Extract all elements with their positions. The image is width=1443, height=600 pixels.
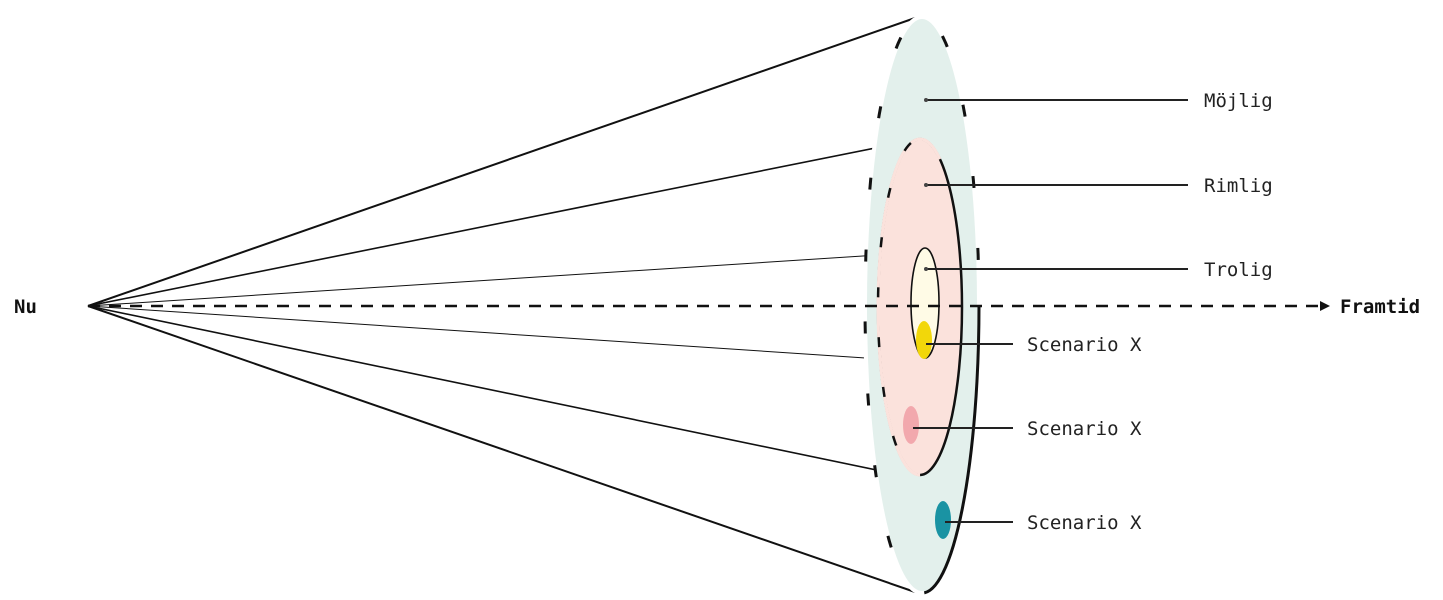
scenario-3-label: Scenario X — [1027, 512, 1142, 534]
cone-inner-bottom-line — [87, 305, 926, 363]
scenario-2-label: Scenario X — [1027, 418, 1142, 440]
plausible-leader-dot — [924, 183, 928, 187]
scenario-1-dot — [916, 321, 932, 359]
probable-leader-dot — [924, 267, 928, 271]
origin-label: Nu — [14, 296, 37, 318]
possible-leader-dot — [924, 98, 928, 102]
cone-mid-top-line — [87, 139, 916, 307]
cone-outer-bottom-line — [87, 305, 916, 593]
scenario-2-dot — [903, 406, 919, 444]
plausible-label: Rimlig — [1204, 175, 1273, 197]
leader-lines — [913, 99, 1188, 523]
future-label: Framtid — [1340, 296, 1420, 318]
cone-outer-top-line — [87, 17, 916, 307]
time-axis-arrowhead — [1320, 301, 1330, 311]
scenario-3-dot — [935, 501, 951, 539]
cone-inner-top-line — [87, 251, 926, 307]
possible-label: Möjlig — [1204, 90, 1273, 112]
cone-mid-bottom-line — [87, 305, 916, 479]
plausible-region-dash-overlay — [876, 137, 964, 477]
cone-lines — [87, 17, 926, 593]
leader-dots — [924, 98, 928, 271]
probable-label: Trolig — [1204, 259, 1273, 281]
scenario-1-label: Scenario X — [1027, 334, 1142, 356]
